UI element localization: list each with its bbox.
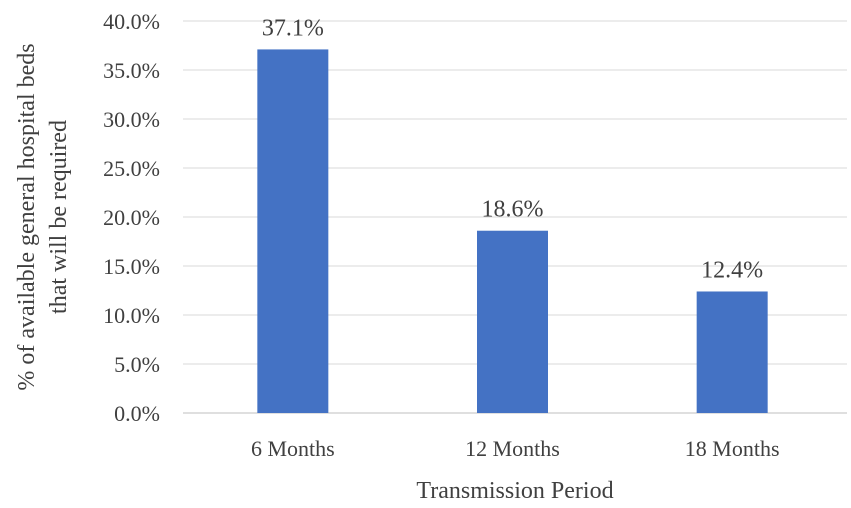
y-tick-label: 5.0% (114, 352, 160, 377)
data-label: 12.4% (701, 257, 763, 283)
x-axis-tick-labels: 6 Months 12 Months 18 Months (251, 436, 780, 461)
y-axis-title-line-1: % of available general hospital beds (14, 43, 40, 390)
y-axis-title: % of available general hospital beds tha… (14, 43, 72, 390)
data-label: 37.1% (262, 15, 324, 41)
y-tick-label: 40.0% (103, 9, 160, 34)
y-tick-label: 15.0% (103, 254, 160, 279)
y-tick-label: 25.0% (103, 156, 160, 181)
x-tick-label: 6 Months (251, 436, 335, 461)
y-axis-tick-labels: 0.0% 5.0% 10.0% 15.0% 20.0% 25.0% 30.0% 35.0% 40… (103, 9, 160, 426)
bar (696, 291, 768, 413)
x-axis-title: Transmission Period (416, 478, 613, 504)
y-tick-label: 30.0% (103, 107, 160, 132)
x-tick-label: 12 Months (465, 436, 560, 461)
data-label: 18.6% (482, 197, 544, 223)
y-axis-title-line-2: that will be required (46, 120, 72, 314)
y-tick-label: 0.0% (114, 401, 160, 426)
data-labels: 37.1% 18.6% 12.4% (262, 15, 763, 283)
y-tick-label: 10.0% (103, 303, 160, 328)
y-tick-label: 20.0% (103, 205, 160, 230)
bar (257, 49, 329, 414)
bar (477, 230, 548, 413)
x-tick-label: 18 Months (685, 436, 780, 461)
y-tick-label: 35.0% (103, 58, 160, 83)
bars (257, 49, 768, 414)
